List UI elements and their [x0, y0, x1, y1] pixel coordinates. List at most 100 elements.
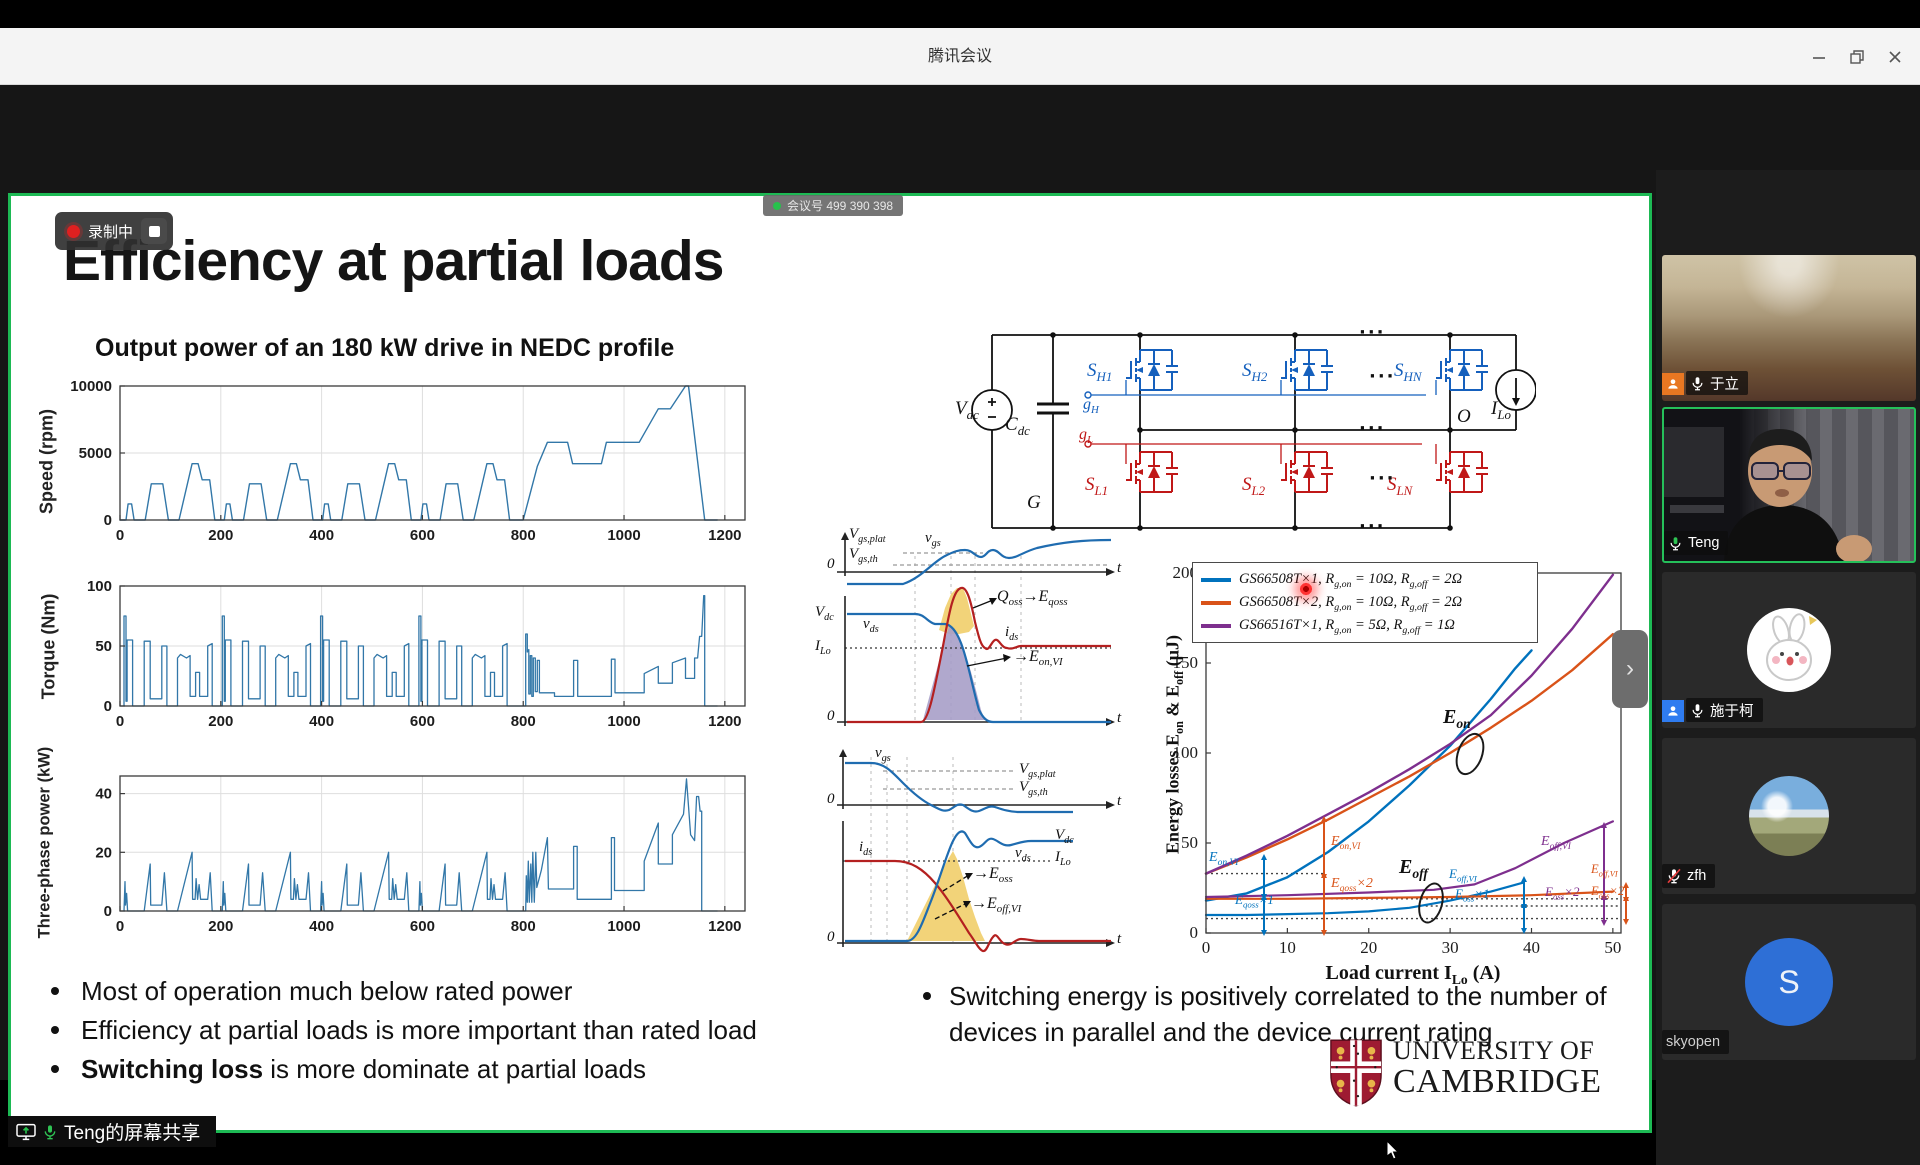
arrow-eoss-x2-purple — [1601, 894, 1607, 926]
svg-text:1200: 1200 — [708, 918, 741, 935]
wf-off-zero-top: 0 — [827, 791, 835, 807]
close-button[interactable] — [1876, 28, 1914, 85]
wf-on-zero-bot: 0 — [827, 708, 835, 724]
turn-on-waveform-diagram: Vgs,plat Vgs,th vgs 0 t Vdc vds ILo ids … — [815, 526, 1128, 738]
meeting-id-label: 会议号 499 390 398 — [787, 199, 894, 213]
participant-video-teng — [1664, 427, 1872, 561]
speed-ylabel: Speed (rpm) — [36, 409, 57, 515]
letter-avatar: S — [1745, 938, 1833, 1026]
wf-on-vds: vds — [863, 616, 879, 635]
participant-name: skyopen — [1666, 1034, 1721, 1050]
avatar-container — [1662, 572, 1916, 728]
label-g: G — [1027, 492, 1041, 513]
svg-text:10000: 10000 — [70, 378, 112, 395]
dots-low-side: ··· — [1369, 468, 1396, 489]
participant-tile-teng[interactable]: Teng — [1662, 407, 1916, 563]
svg-text:0: 0 — [104, 903, 112, 920]
participant-name-chip: Teng — [1664, 531, 1729, 555]
svg-text:600: 600 — [410, 713, 435, 730]
bullet-dot-icon — [51, 1026, 59, 1034]
participant-tile-yuli[interactable]: 于立 — [1662, 255, 1916, 401]
arrow-eon-vi-blue — [1261, 854, 1267, 900]
annotation-eoff-vi-orange: Eoff,VI — [1591, 862, 1618, 879]
participant-name-chip: 施于柯 — [1686, 698, 1763, 722]
wf-off-eoss: →Eoss — [973, 865, 1013, 886]
svg-text:50: 50 — [1181, 833, 1198, 852]
annotation-eoff-vi-purple: Eoff,VI — [1541, 834, 1571, 852]
bullet-text: Switching loss is more dominate at parti… — [81, 1054, 646, 1084]
restore-button[interactable] — [1838, 28, 1876, 85]
arrow-eqoss-x2 — [1321, 872, 1327, 936]
annotation-eqoss-x2: Eqoss×2 — [1331, 876, 1373, 894]
annotation-eoff-vi-blue: Eoff,VI — [1449, 866, 1477, 884]
wf-off-t-top: t — [1117, 793, 1122, 809]
close-icon — [1889, 50, 1901, 63]
participant-label-row: skyopen — [1662, 1030, 1730, 1054]
participant-label-row: zfh — [1662, 864, 1716, 888]
svg-text:400: 400 — [309, 713, 334, 730]
wf-on-zero-top: 0 — [827, 556, 835, 572]
university-logo-text: UNIVERSITY OF CAMBRIDGE — [1393, 1036, 1602, 1100]
participant-name: 施于柯 — [1710, 703, 1754, 720]
svg-text:1200: 1200 — [708, 527, 741, 544]
svg-text:5000: 5000 — [79, 445, 112, 462]
label-sl1: SL1 — [1085, 474, 1109, 498]
label-ilo: ILo — [1491, 398, 1511, 422]
power-chart: 0 200 400 600 800 1000 1200 0 20 40 — [95, 775, 746, 935]
screen-share-status: Teng的屏幕共享 — [8, 1116, 217, 1147]
annotation-eoss-x2-purple: Eoss×2 — [1545, 884, 1580, 902]
meeting-id-badge[interactable]: 会议号 499 390 398 — [763, 195, 904, 216]
room-host-badge-icon — [1662, 373, 1684, 395]
stop-recording-button[interactable] — [141, 218, 168, 244]
person-icon — [1668, 706, 1678, 716]
person-icon — [1668, 379, 1678, 389]
sidebar-collapse-tab[interactable]: › — [1612, 630, 1648, 708]
label-cdc: Cdc — [1005, 414, 1030, 438]
svg-text:600: 600 — [410, 527, 435, 544]
wf-on-qoss-eqoss: Qoss→Eqoss — [997, 588, 1068, 609]
wf-on-ilo: ILo — [815, 638, 831, 657]
label-shn: SHN — [1394, 360, 1422, 384]
mic-icon — [1692, 703, 1703, 717]
svg-text:0: 0 — [116, 713, 124, 730]
label-vdc: Vdc — [955, 398, 979, 422]
avatar-container: S — [1662, 904, 1916, 1060]
recording-dot-icon — [67, 224, 80, 238]
mic-active-icon — [44, 1124, 56, 1139]
participant-label-row: 于立 — [1662, 371, 1748, 395]
participant-tile-shiyuke[interactable]: 施于柯 — [1662, 572, 1916, 728]
power-ylabel: Three-phase power (kW) — [35, 746, 54, 939]
wf-off-vds: vds — [1015, 845, 1031, 864]
participant-name-chip: zfh — [1662, 864, 1716, 888]
logo-line-1: UNIVERSITY OF — [1393, 1036, 1595, 1065]
logo-line-2: CAMBRIDGE — [1393, 1062, 1602, 1100]
wf-off-zero-bot: 0 — [827, 929, 835, 945]
avatar-container — [1662, 738, 1916, 894]
presenter-badge-icon — [1662, 700, 1684, 722]
legend-entry: GS66508T×2, Rg,on = 10Ω, Rg,off = 2Ω — [1201, 591, 1529, 614]
participant-tile-skyopen[interactable]: S skyopen — [1662, 904, 1916, 1060]
torque-chart: 0 200 400 600 800 1000 1200 0 50 100 — [87, 578, 746, 730]
svg-text:1000: 1000 — [607, 713, 640, 730]
dots-mid-rail: ··· — [1359, 418, 1386, 439]
participant-name: Teng — [1688, 535, 1720, 551]
svg-text:1000: 1000 — [607, 918, 640, 935]
bullet-item: Most of operation much below rated power — [39, 976, 859, 1006]
dots-high-side: ··· — [1369, 366, 1396, 387]
window-controls — [1800, 28, 1914, 85]
recording-label: 录制中 — [88, 223, 134, 241]
mic-icon — [1692, 376, 1703, 390]
bullet-list-right: Switching energy is positively correlate… — [911, 978, 1623, 1050]
participant-tile-zfh[interactable]: zfh — [1662, 738, 1916, 894]
legend-swatch-orange — [1201, 600, 1231, 605]
svg-text:0: 0 — [116, 527, 124, 544]
bullet-list-left: Most of operation much below rated power… — [39, 976, 859, 1093]
bullet-rest-text: is more dominate at partial loads — [263, 1054, 646, 1084]
minimize-button[interactable] — [1800, 28, 1838, 85]
turn-off-waveform-drawing — [837, 749, 1115, 953]
wf-on-vdc: Vdc — [815, 604, 834, 623]
mic-muted-icon — [1667, 868, 1681, 884]
participant-name: 于立 — [1710, 376, 1739, 393]
svg-text:150: 150 — [1173, 653, 1199, 672]
wf-off-ids: ids — [859, 839, 873, 858]
